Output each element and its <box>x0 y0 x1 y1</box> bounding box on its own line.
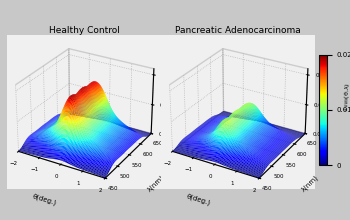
Y-axis label: λ(nm): λ(nm) <box>301 173 320 192</box>
Title: Pancreatic Adenocarcinoma: Pancreatic Adenocarcinoma <box>175 26 301 35</box>
X-axis label: θ(deg.): θ(deg.) <box>185 193 211 206</box>
X-axis label: θ(deg.): θ(deg.) <box>31 193 57 206</box>
Title: Healthy Control: Healthy Control <box>49 26 119 35</box>
Y-axis label: λ(nm): λ(nm) <box>147 173 166 192</box>
